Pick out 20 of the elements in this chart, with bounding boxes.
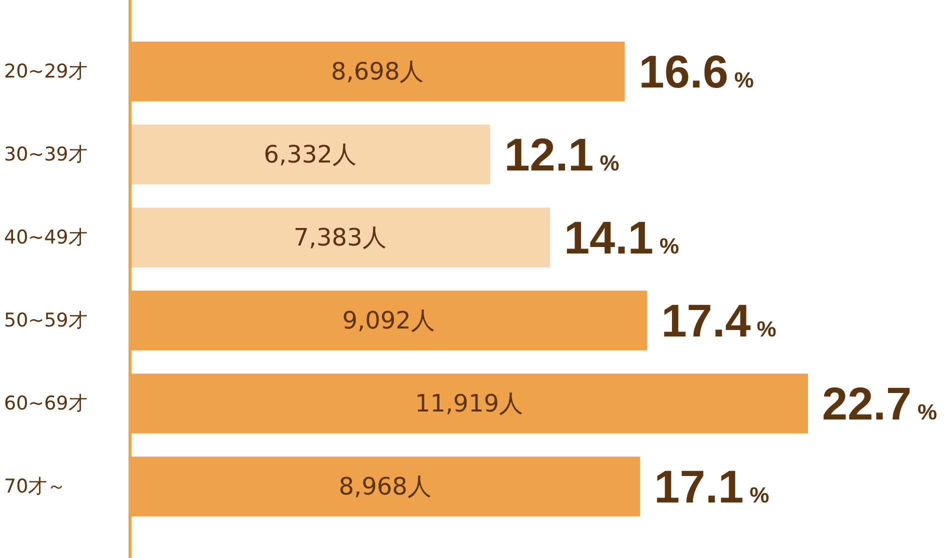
- y-tick-label: 60~69才: [4, 392, 88, 414]
- y-tick-label: 70才～: [4, 476, 66, 498]
- annotation: 14.1%: [564, 212, 680, 264]
- y-tick-label: 40~49才: [4, 226, 88, 248]
- y-tick-label: 30~39才: [4, 144, 88, 166]
- y-tick-label: 50~59才: [4, 310, 88, 332]
- data-label: 8,698人: [331, 58, 424, 86]
- data-label: 8,968人: [338, 472, 432, 500]
- annotation: 16.6%: [638, 46, 754, 98]
- annotation: 17.1%: [654, 460, 770, 512]
- y-tick-label: 20~29才: [4, 60, 88, 82]
- bar: [130, 124, 490, 184]
- annotation: 12.1%: [504, 128, 620, 180]
- data-label: 6,332人: [264, 140, 356, 168]
- data-label: 9,092人: [342, 306, 435, 334]
- data-label: 11,919人: [415, 390, 523, 418]
- data-label: 7,383人: [294, 224, 386, 252]
- bar: [130, 208, 550, 268]
- annotation: 17.4%: [661, 294, 776, 346]
- annotation: 22.7%: [822, 378, 938, 430]
